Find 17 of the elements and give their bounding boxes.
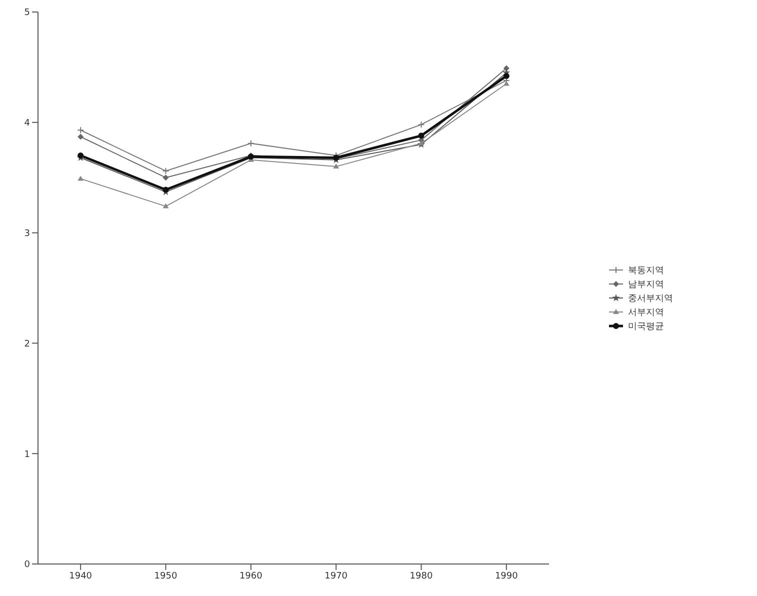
x-tick-label: 1970 — [324, 571, 348, 582]
legend-label: 서부지역 — [628, 306, 664, 318]
x-tick-label: 1960 — [239, 571, 263, 582]
y-tick-label: 2 — [24, 339, 30, 350]
x-tick-label: 1940 — [69, 571, 92, 582]
legend-label: 남부지역 — [628, 278, 664, 290]
y-tick-label: 3 — [24, 228, 30, 239]
legend-label: 미국평균 — [628, 320, 664, 332]
x-tick-label: 1980 — [410, 571, 433, 582]
y-tick-label: 1 — [24, 450, 30, 460]
y-tick-label: 5 — [24, 8, 30, 18]
y-tick-label: 4 — [24, 118, 30, 129]
x-tick-label: 1990 — [494, 571, 518, 582]
legend-label: 북동지역 — [628, 264, 664, 276]
y-tick-label: 0 — [24, 560, 30, 570]
x-tick-label: 1950 — [154, 571, 178, 582]
legend-label: 중서부지역 — [628, 292, 673, 304]
